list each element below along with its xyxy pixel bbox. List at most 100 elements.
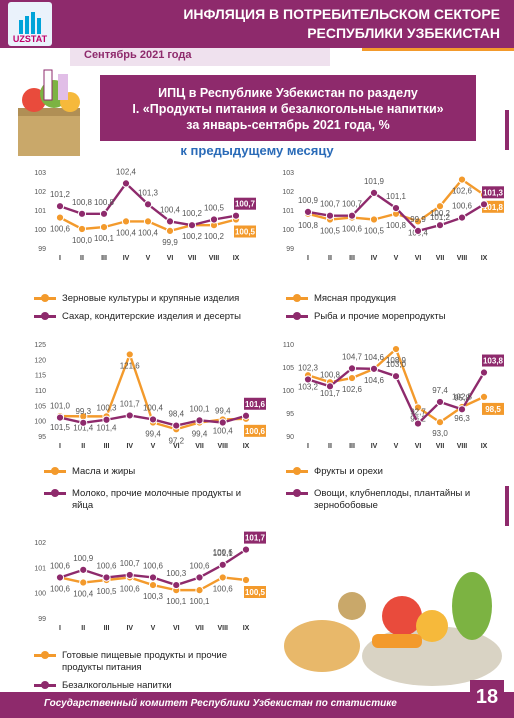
data-label: 101,3 <box>483 188 504 197</box>
legend-item: Молоко, прочие молочные продукты и яйца <box>44 488 264 514</box>
x-tick-label: IV <box>126 443 133 450</box>
y-tick-label: 99 <box>286 246 294 253</box>
x-tick-label: VI <box>415 255 422 262</box>
x-tick-label: IV <box>126 625 133 632</box>
data-point <box>413 217 423 226</box>
x-tick-label: VIII <box>457 443 468 450</box>
x-tick-label: VII <box>188 255 197 262</box>
data-point <box>303 375 313 384</box>
legend-marker <box>293 294 301 302</box>
data-label: 101,8 <box>483 203 504 212</box>
data-point <box>195 573 204 582</box>
x-tick-label: VII <box>195 443 204 450</box>
legend-item: Готовые пищевые продукты и прочие продук… <box>34 650 266 676</box>
x-tick-label: I <box>59 255 61 262</box>
last-value-box <box>482 402 504 415</box>
data-label: 96,2 <box>410 414 426 423</box>
data-point <box>218 560 227 569</box>
data-label: 100,6 <box>120 584 141 593</box>
logo-text: UZSTAT <box>12 34 48 44</box>
data-point <box>172 580 181 590</box>
data-label: 100,5 <box>320 227 341 236</box>
data-label: 99,4 <box>145 430 161 439</box>
date-label: Сентябрь 2021 года <box>84 49 192 61</box>
data-label: 100,2 <box>430 209 451 218</box>
footer-text: Государственный комитет Республики Узбек… <box>44 698 397 709</box>
data-label: 102,6 <box>342 385 363 394</box>
x-tick-label: V <box>394 255 399 262</box>
x-tick-label: I <box>307 443 309 450</box>
data-label: 103,8 <box>483 357 504 366</box>
data-label: 100,8 <box>72 198 93 207</box>
data-point <box>435 221 445 230</box>
data-label: 99,9 <box>162 238 178 247</box>
data-point <box>435 397 445 407</box>
data-point <box>55 573 65 582</box>
legend-label: Безалкогольные напитки <box>62 680 172 691</box>
y-tick-label: 103 <box>282 170 294 177</box>
x-tick-label: VIII <box>209 255 220 262</box>
last-value-box <box>234 197 256 210</box>
page-title-line2: РЕСПУБЛИКИ УЗБЕКИСТАН <box>307 25 500 41</box>
data-label: 99,4 <box>215 407 231 416</box>
data-label: 101,6 <box>245 400 266 409</box>
legend-label: Овощи, клубнеплоды, плантайны и зернобоб… <box>314 488 471 511</box>
data-label: 103,0 <box>386 360 407 369</box>
data-label: 100,6 <box>96 561 117 570</box>
x-tick-label: VIII <box>217 443 228 450</box>
data-label: 100,4 <box>73 590 94 599</box>
x-tick-label: VIII <box>217 625 228 632</box>
data-label: 100,2 <box>182 232 203 241</box>
data-label: 100,9 <box>298 196 319 205</box>
x-tick-label: V <box>394 443 399 450</box>
x-tick-label: VII <box>195 625 204 632</box>
x-tick-label: V <box>151 625 156 632</box>
data-label: 101,5 <box>50 423 71 432</box>
x-tick-label: VI <box>173 443 180 450</box>
data-point <box>241 411 251 420</box>
legend-item: Сахар, кондитерские изделия и десерты <box>34 311 264 323</box>
legend-item: Овощи, клубнеплоды, плантайны и зернобоб… <box>286 488 496 514</box>
data-label: 100,7 <box>235 200 256 209</box>
data-label: 100,6 <box>213 584 234 593</box>
data-label: 102,4 <box>116 167 137 176</box>
x-tick-label: I <box>59 625 61 632</box>
x-tick-label: IX <box>481 443 488 450</box>
data-label: 100,6 <box>50 584 71 593</box>
page-title: ИНФЛЯЦИЯ В ПОТРЕБИТЕЛЬСКОМ СЕКТОРЕ РЕСПУ… <box>183 5 500 43</box>
y-tick-label: 110 <box>283 342 294 349</box>
legend-marker <box>293 489 301 497</box>
legend-label: Зерновые культуры и крупяные изделия <box>62 293 240 304</box>
data-point <box>172 421 181 430</box>
data-label: 100,3 <box>96 404 117 413</box>
data-label: 100,4 <box>116 228 137 237</box>
data-point <box>125 570 134 580</box>
data-label: 100,6 <box>213 548 234 557</box>
legend-item: Фрукты и орехи <box>286 466 496 478</box>
legend-marker <box>41 681 49 689</box>
y-tick-label: 102 <box>34 540 46 547</box>
data-label: 100,2 <box>182 209 203 218</box>
date-band: Сентябрь 2021 года <box>70 48 330 66</box>
data-label: 96,3 <box>454 414 470 423</box>
data-label: 100,7 <box>120 559 141 568</box>
page-title-line1: ИНФЛЯЦИЯ В ПОТРЕБИТЕЛЬСКОМ СЕКТОРЕ <box>183 6 500 22</box>
data-point <box>479 200 489 209</box>
x-tick-label: III <box>101 255 107 262</box>
y-tick-label: 125 <box>34 342 46 349</box>
x-tick-label: IX <box>481 255 488 262</box>
y-tick-label: 103 <box>34 170 46 177</box>
y-tick-label: 101 <box>34 565 46 572</box>
legend-marker <box>51 489 59 497</box>
x-tick-label: III <box>349 443 355 450</box>
banner-line2: I. «Продукты питания и безалкогольные на… <box>132 102 444 116</box>
data-label: 100,8 <box>298 221 319 230</box>
data-point <box>218 573 227 582</box>
data-point <box>413 226 423 236</box>
data-point <box>187 221 197 230</box>
data-point <box>391 372 401 381</box>
data-label: 100,6 <box>245 427 266 436</box>
data-label: 100,6 <box>143 561 164 570</box>
data-point <box>55 213 65 222</box>
